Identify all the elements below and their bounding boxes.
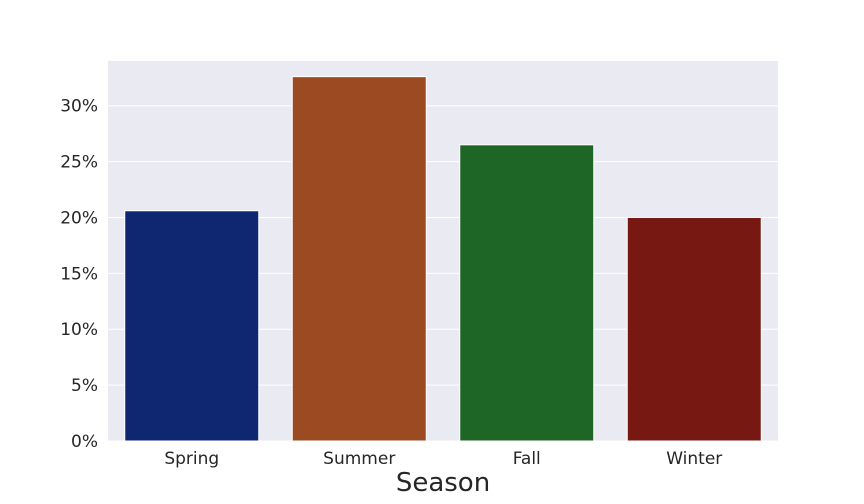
x-tick-label: Fall <box>513 449 541 469</box>
y-tick-label: 5% <box>71 376 98 396</box>
x-tick-label: Winter <box>666 449 722 469</box>
x-tick-label: Spring <box>164 449 219 469</box>
y-tick-label: 30% <box>60 97 98 117</box>
x-tick-label: Summer <box>323 449 395 469</box>
x-axis-title: Season <box>396 468 490 498</box>
y-tick-label: 25% <box>60 153 98 173</box>
y-tick-label: 20% <box>60 208 98 228</box>
y-tick-labels: 0% 5% 10% 15% 20% 25% 30% <box>60 97 98 452</box>
bars <box>124 76 762 442</box>
y-tick-label: 10% <box>60 320 98 340</box>
x-tick-labels: Spring Summer Fall Winter <box>164 449 722 469</box>
bar-winter <box>626 216 762 442</box>
bar-spring <box>124 210 260 442</box>
y-tick-label: 15% <box>60 264 98 284</box>
y-tick-label: 0% <box>71 432 98 452</box>
bar-summer <box>291 76 427 442</box>
bar-fall <box>459 144 595 442</box>
